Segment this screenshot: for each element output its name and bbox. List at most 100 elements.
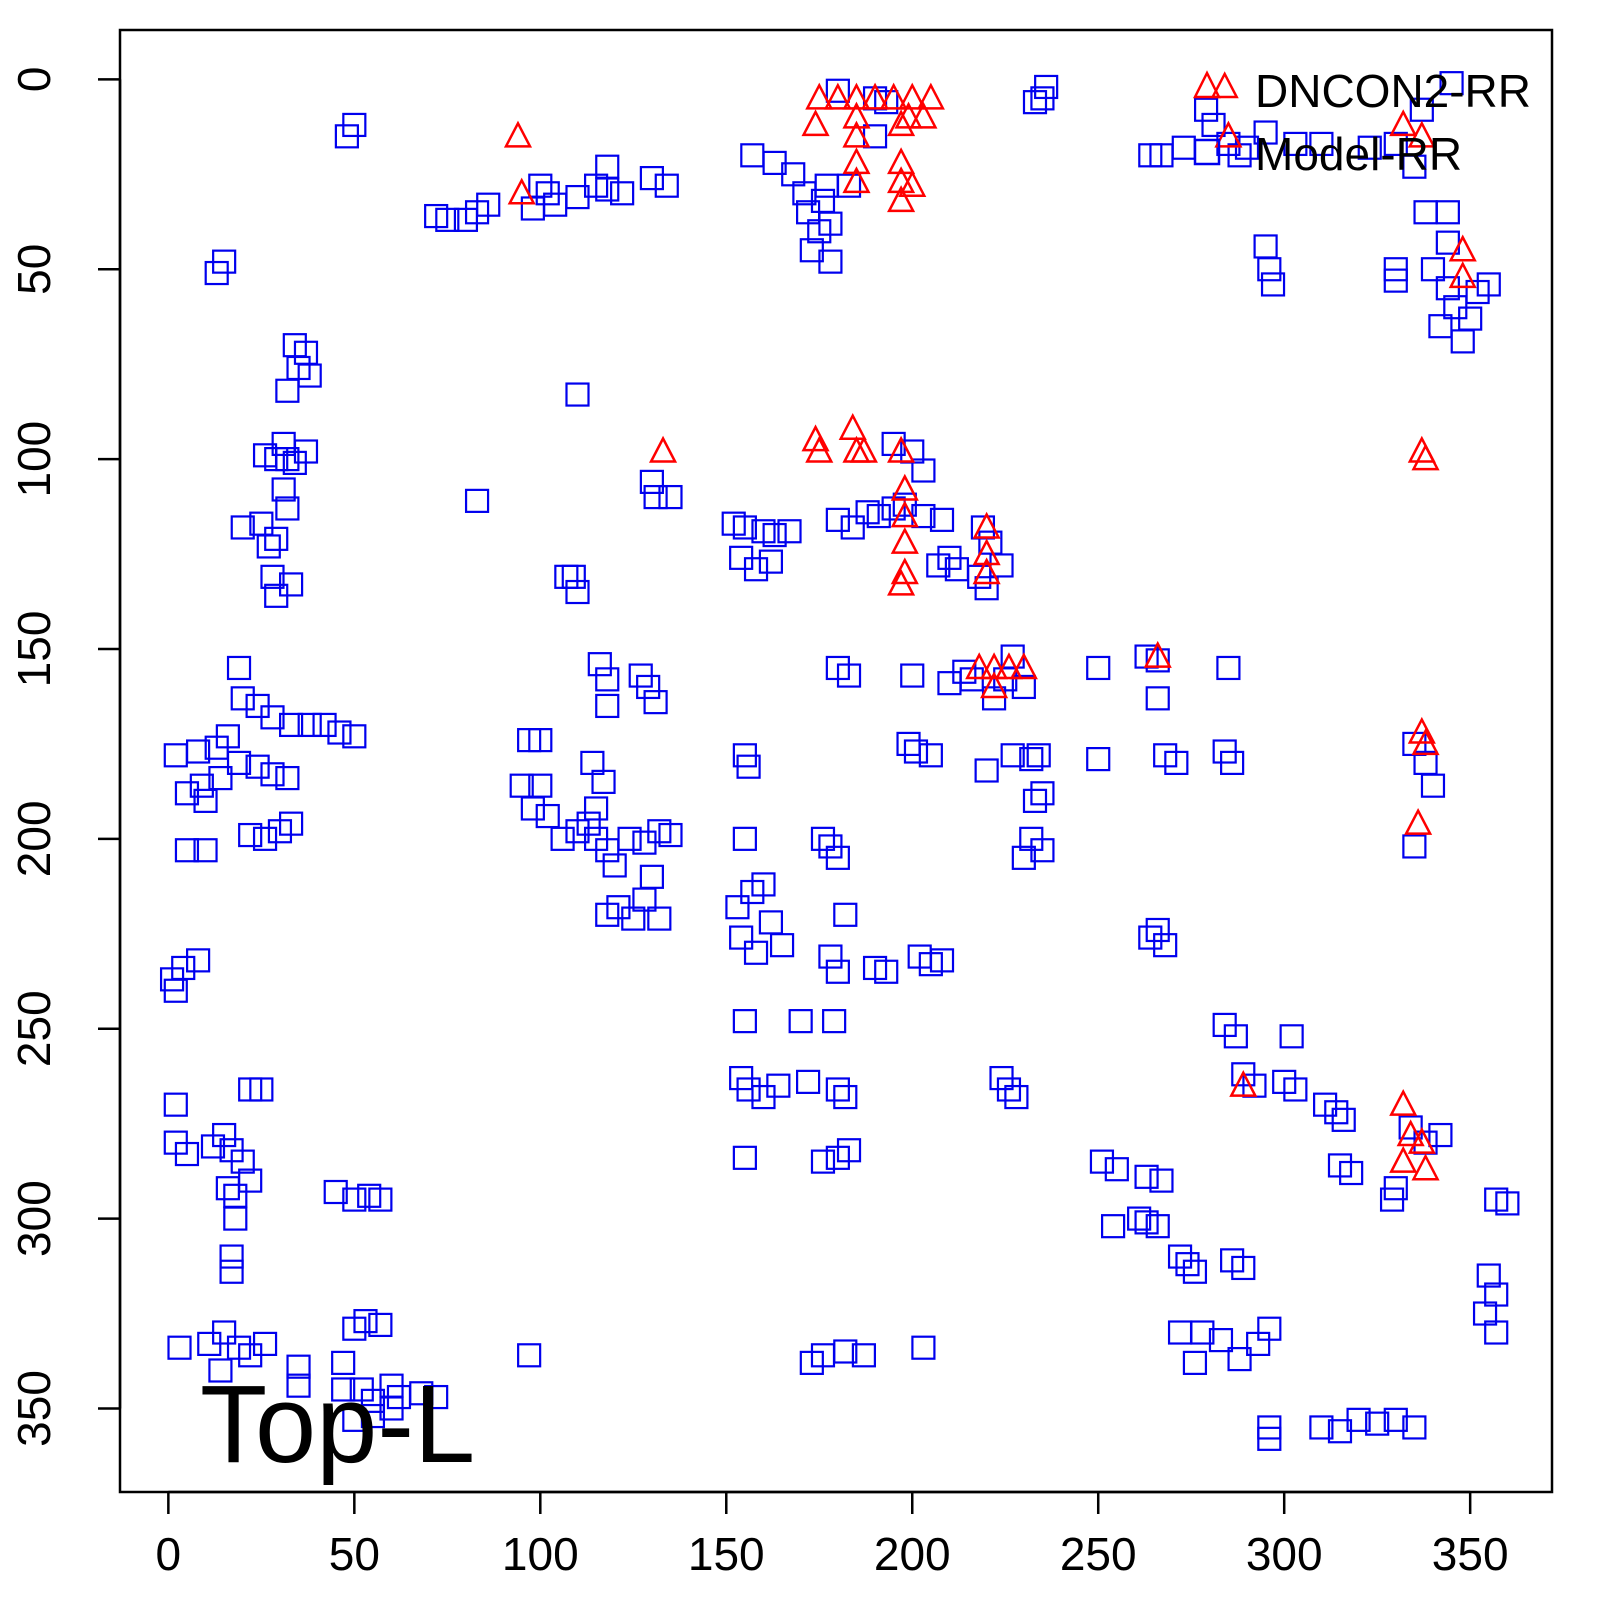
model-point <box>1253 234 1278 259</box>
model-point <box>833 1339 858 1364</box>
model-point <box>271 477 296 502</box>
model-point <box>219 1244 244 1269</box>
model-point <box>900 663 925 688</box>
model-point <box>264 526 289 551</box>
model-point <box>743 940 769 965</box>
dncon2-point <box>972 511 1001 539</box>
model-point <box>639 864 664 889</box>
model-point <box>743 557 769 582</box>
dncon2-point <box>1214 120 1243 148</box>
model-point <box>252 443 278 468</box>
model-point <box>163 1092 188 1117</box>
model-point <box>1167 1244 1193 1269</box>
dncon2-point <box>879 82 908 110</box>
dncon2-point <box>898 169 927 197</box>
model-point <box>238 822 263 848</box>
dncon2-point <box>1411 1153 1440 1181</box>
model-point <box>974 576 999 601</box>
dncon2-point <box>887 185 916 213</box>
legend-square-marker <box>1193 138 1221 166</box>
model-point <box>1231 1255 1256 1281</box>
dncon2-point <box>890 557 919 585</box>
model-point <box>360 1403 386 1429</box>
model-point <box>777 519 802 544</box>
plot-frame <box>118 28 1554 1494</box>
model-point <box>1134 1164 1159 1189</box>
model-point <box>636 674 661 700</box>
model-point <box>981 686 1007 711</box>
y-tick-label: 300 <box>8 1180 60 1257</box>
model-point <box>520 796 545 821</box>
model-point <box>1011 674 1036 700</box>
model-point <box>833 1084 858 1110</box>
model-point <box>424 1384 449 1410</box>
dncon2-point <box>972 557 1001 585</box>
legend-triangle-marker <box>1192 70 1222 99</box>
points-layer <box>159 71 1520 1451</box>
model-point <box>874 959 899 984</box>
model-point <box>1022 90 1048 115</box>
model-point <box>275 765 300 791</box>
model-point <box>1145 686 1170 711</box>
model-point <box>1324 1100 1349 1125</box>
model-point <box>732 826 757 851</box>
model-point <box>252 1331 278 1357</box>
model-point <box>174 781 200 806</box>
model-point <box>1260 272 1286 297</box>
dncon2-point <box>1411 443 1440 471</box>
model-point <box>275 378 300 403</box>
model-point <box>1227 1346 1252 1372</box>
model-point <box>836 663 862 688</box>
model-point <box>561 564 586 589</box>
model-point <box>1208 1328 1234 1353</box>
model-point <box>1022 788 1048 813</box>
model-point <box>1149 1168 1174 1193</box>
model-point <box>278 712 304 738</box>
dncon2-point <box>890 500 919 528</box>
model-point <box>312 712 337 738</box>
model-point <box>1171 135 1196 160</box>
model-point <box>1383 268 1408 293</box>
model-point <box>1153 933 1178 958</box>
model-point <box>223 1183 248 1208</box>
model-point <box>342 724 367 749</box>
model-point <box>732 1145 757 1170</box>
model-point <box>379 1396 404 1421</box>
model-point <box>825 845 850 870</box>
model-point <box>788 1009 813 1034</box>
model-point <box>1346 1407 1371 1432</box>
model-point <box>1476 272 1501 297</box>
dncon2-point <box>842 82 871 110</box>
model-point <box>1089 1149 1115 1174</box>
dncon2-point <box>849 435 878 463</box>
model-point <box>238 1168 263 1193</box>
model-point <box>825 1145 850 1170</box>
model-point <box>1450 329 1475 354</box>
model-point <box>520 196 545 221</box>
model-point <box>204 260 229 286</box>
model-point <box>297 363 322 388</box>
model-point <box>732 515 757 540</box>
model-point <box>1402 834 1427 859</box>
dncon2-point <box>1407 435 1436 463</box>
dncon2-point <box>994 652 1024 680</box>
model-point <box>1201 112 1226 138</box>
model-point <box>1379 1187 1405 1212</box>
model-point <box>1435 200 1460 225</box>
model-point <box>278 811 304 836</box>
model-point <box>602 853 627 878</box>
model-point <box>918 743 943 768</box>
model-point <box>840 515 865 540</box>
dncon2-point <box>801 424 830 452</box>
model-point <box>286 1354 311 1379</box>
x-tick-label: 250 <box>1060 1528 1137 1580</box>
model-point <box>658 822 683 848</box>
model-point <box>591 769 616 794</box>
model-point <box>256 534 281 559</box>
dncon2-point <box>805 435 834 463</box>
model-point <box>810 826 836 851</box>
x-tick-label: 300 <box>1246 1528 1323 1580</box>
model-point <box>1026 743 1051 768</box>
model-point <box>1339 1160 1364 1186</box>
model-point <box>331 1377 356 1402</box>
